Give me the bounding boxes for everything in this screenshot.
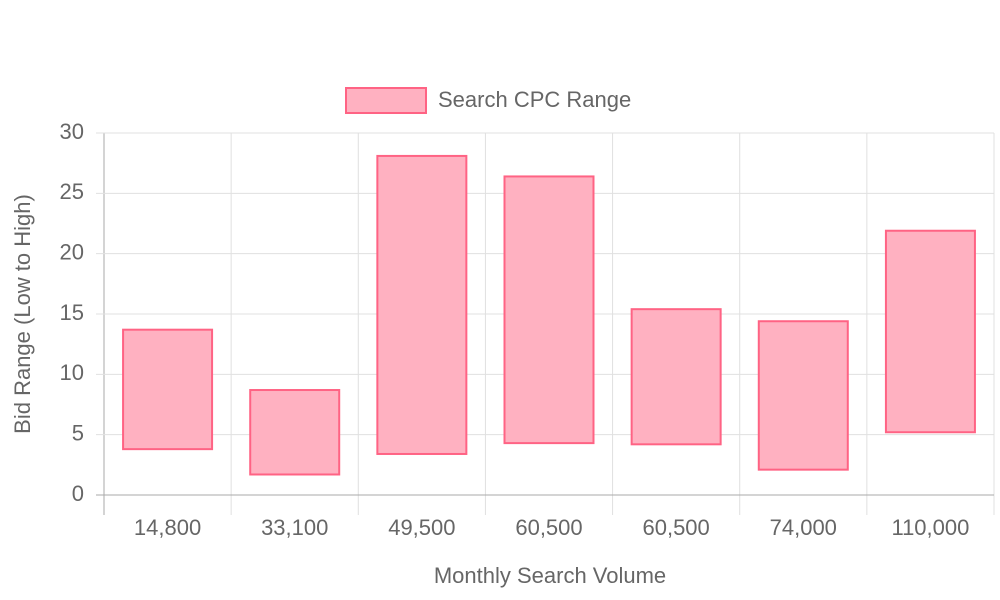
y-tick-label: 20 <box>60 239 84 264</box>
y-tick-label: 10 <box>60 360 84 385</box>
y-tick-label: 25 <box>60 179 84 204</box>
bar <box>249 389 341 476</box>
legend-label: Search CPC Range <box>438 87 631 112</box>
y-tick-label: 0 <box>72 481 84 506</box>
y-axis-title: Bid Range (Low to High) <box>10 194 35 434</box>
x-tick-label: 74,000 <box>770 515 837 540</box>
bar <box>122 328 214 451</box>
legend-swatch <box>345 87 427 114</box>
x-tick-label: 110,000 <box>891 515 969 540</box>
x-axis-title: Monthly Search Volume <box>434 563 666 588</box>
y-tick-label: 15 <box>60 300 84 325</box>
x-tick-label: 49,500 <box>388 515 455 540</box>
y-tick-label: 5 <box>72 420 84 445</box>
bar <box>376 154 468 455</box>
bar <box>503 175 595 445</box>
x-tick-label: 14,800 <box>134 515 201 540</box>
y-tick-label: 30 <box>60 119 84 144</box>
x-tick-label: 33,100 <box>261 515 328 540</box>
x-tick-label: 60,500 <box>642 515 709 540</box>
bar <box>757 320 849 471</box>
bar <box>630 308 722 446</box>
bar <box>884 229 976 434</box>
x-tick-label: 60,500 <box>515 515 582 540</box>
